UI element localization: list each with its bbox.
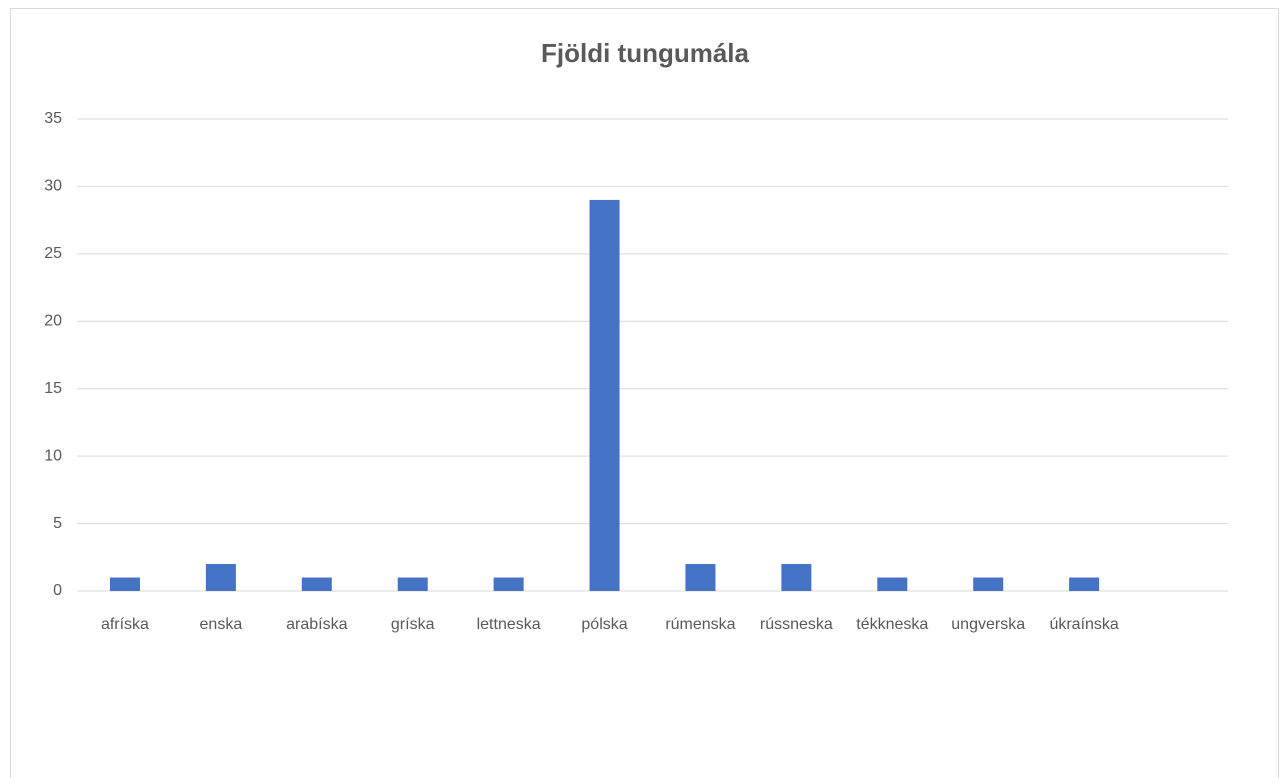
x-tick-label: ungverska: [951, 616, 1025, 633]
x-tick-label: afríska: [101, 616, 149, 633]
y-tick-label: 10: [44, 447, 62, 464]
bar: [781, 564, 812, 591]
bar: [109, 577, 140, 591]
y-tick-label: 15: [44, 380, 62, 397]
bar: [397, 577, 428, 591]
bar: [685, 564, 716, 591]
bar: [1069, 577, 1100, 591]
y-tick-label: 5: [53, 515, 62, 532]
x-tick-label: arabíska: [286, 616, 347, 633]
x-tick-label: rússneska: [760, 616, 833, 633]
bar: [589, 199, 620, 591]
x-tick-label: lettneska: [477, 616, 541, 633]
x-tick-label: gríska: [391, 616, 435, 633]
chart-frame: [10, 8, 1279, 778]
chart-title: Fjöldi tungumála: [541, 38, 750, 68]
bar: [301, 577, 332, 591]
x-tick-label: úkraínska: [1049, 616, 1118, 633]
y-tick-label: 25: [44, 245, 62, 262]
bar: [877, 577, 908, 591]
bar: [973, 577, 1004, 591]
y-tick-label: 35: [44, 110, 62, 127]
bar: [205, 564, 236, 591]
y-tick-label: 20: [44, 313, 62, 330]
x-tick-label: enska: [200, 616, 243, 633]
bar: [493, 577, 524, 591]
x-tick-label: pólska: [581, 616, 627, 633]
x-tick-label: tékkneska: [856, 616, 928, 633]
y-tick-label: 30: [44, 178, 62, 195]
x-tick-label: rúmenska: [665, 616, 735, 633]
y-tick-label: 0: [53, 582, 62, 599]
